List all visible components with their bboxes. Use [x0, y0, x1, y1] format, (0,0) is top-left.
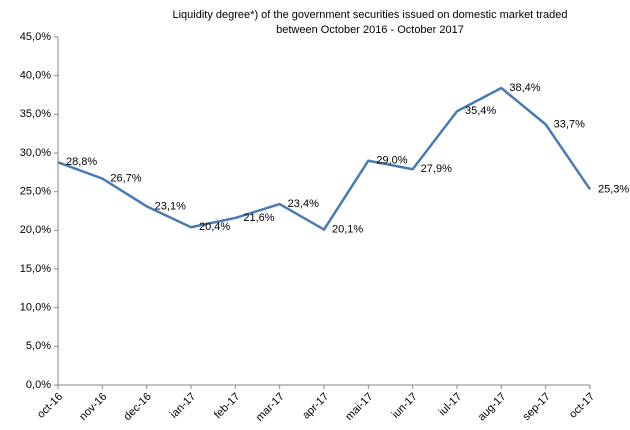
y-tick-label: 30,0%: [20, 147, 51, 159]
data-label: 23,1%: [155, 200, 186, 212]
x-tick-label: sep-17: [521, 391, 553, 423]
y-tick-label: 20,0%: [20, 224, 51, 236]
chart-title: Liquidity degree*) of the government sec…: [173, 9, 568, 21]
x-tick-label: iun-17: [390, 391, 420, 421]
y-tick-label: 40,0%: [20, 70, 51, 82]
x-tick-label: apr-17: [300, 391, 331, 422]
data-label: 33,7%: [554, 118, 585, 130]
y-tick-label: 5,0%: [26, 340, 51, 352]
x-tick-label: oct-16: [35, 391, 65, 421]
y-tick-label: 15,0%: [20, 263, 51, 275]
x-tick-label: oct-17: [567, 391, 597, 421]
data-label: 20,4%: [199, 221, 230, 233]
x-tick-label: dec-16: [122, 391, 154, 423]
x-tick-label: nov-16: [77, 391, 109, 423]
x-tick-label: iul-17: [437, 391, 465, 419]
chart-title: between October 2016 - October 2017: [276, 24, 464, 36]
x-tick-label: aug-17: [476, 391, 509, 424]
x-tick-label: ian-17: [168, 391, 198, 421]
data-label: 23,4%: [288, 198, 319, 210]
data-label: 21,6%: [243, 212, 274, 224]
y-tick-label: 0,0%: [26, 379, 51, 391]
x-tick-label: feb-17: [212, 391, 243, 422]
data-label: 26,7%: [110, 172, 141, 184]
data-label: 38,4%: [509, 82, 540, 94]
data-label: 28,8%: [66, 156, 97, 168]
line: [57, 86, 592, 231]
data-label: 20,1%: [332, 223, 363, 235]
y-tick-label: 10,0%: [20, 302, 51, 314]
x-tick-label: mar-17: [254, 391, 287, 424]
data-label: 25,3%: [598, 183, 629, 195]
y-tick-label: 35,0%: [20, 108, 51, 120]
x-tick-label: mai-17: [343, 391, 375, 423]
y-tick-label: 25,0%: [20, 186, 51, 198]
data-label: 35,4%: [465, 105, 496, 117]
y-tick-label: 45,0%: [20, 31, 51, 43]
data-label: 27,9%: [421, 163, 452, 175]
data-label: 29,0%: [376, 155, 407, 167]
